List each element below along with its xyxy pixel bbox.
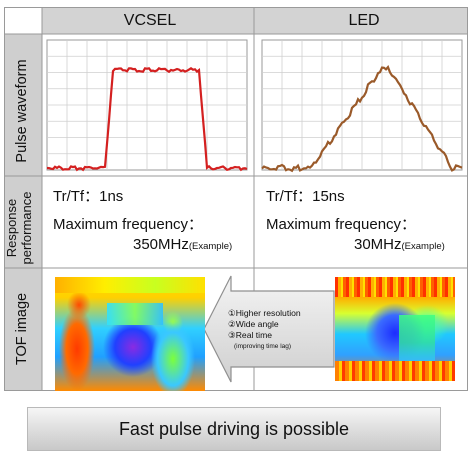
led-maxfreq-label: Maximum frequency： [266, 216, 417, 233]
improvement-item-1: ①Higher resolution [228, 308, 301, 318]
column-header-led: LED [348, 12, 380, 29]
vcsel-maxfreq-value: 350MHz [133, 236, 189, 253]
vcsel-tof-image [55, 277, 205, 391]
side-cell-tof [4, 268, 42, 391]
led-waveform-chart [261, 39, 463, 173]
led-tof-person [399, 315, 435, 361]
row-label-pulse-waveform: Pulse waveform [14, 59, 30, 163]
vcsel-tof-ceiling [55, 277, 205, 293]
vcsel-maxfreq-note: (Example) [188, 241, 233, 252]
conclusion-text: Fast pulse driving is possible [118, 418, 350, 439]
comparison-table [4, 7, 468, 391]
header-cell-vcsel [42, 7, 254, 34]
improvement-arrow [203, 275, 335, 383]
improvement-list: ①Higher resolution ②Wide angle ③Real tim… [228, 308, 328, 352]
led-tof-noise-top [335, 277, 455, 297]
led-waveform-line [261, 64, 463, 173]
led-tof-image [335, 277, 455, 381]
vcsel-trtf: Tr/Tf：1ns [53, 188, 124, 205]
led-maxfreq-note: (Example) [401, 241, 445, 252]
vcsel-tof-window [107, 303, 163, 325]
vcsel-maxfreq-value-line: 350MHz(Example) [133, 236, 232, 256]
improvement-item-3-note: (improving time lag) [234, 343, 292, 350]
row-label-response: Response performance [4, 173, 34, 283]
column-header-vcsel: VCSEL [123, 12, 177, 29]
led-maxfreq-value: 30MHz [354, 236, 402, 253]
led-trtf: Tr/Tf：15ns [266, 188, 345, 205]
conclusion-banner: Fast pulse driving is possible [27, 407, 441, 451]
led-maxfreq-value-line: 30MHz(Example) [354, 236, 445, 256]
side-cell-pulse [4, 34, 42, 176]
side-cell-response [4, 176, 42, 268]
row-label-response-line2: performance [19, 191, 34, 265]
row-label-tof-image: TOF image [14, 292, 30, 366]
header-cell-led [254, 7, 468, 34]
led-tof-noise-bottom [335, 361, 455, 381]
vcsel-maxfreq-label: Maximum frequency： [53, 216, 204, 233]
vcsel-waveform-line [46, 66, 248, 172]
improvement-item-2: ②Wide angle [228, 319, 279, 329]
row-label-response-line1: Response [4, 198, 19, 258]
improvement-item-3: ③Real time [228, 330, 273, 340]
vcsel-waveform-chart [46, 39, 248, 172]
